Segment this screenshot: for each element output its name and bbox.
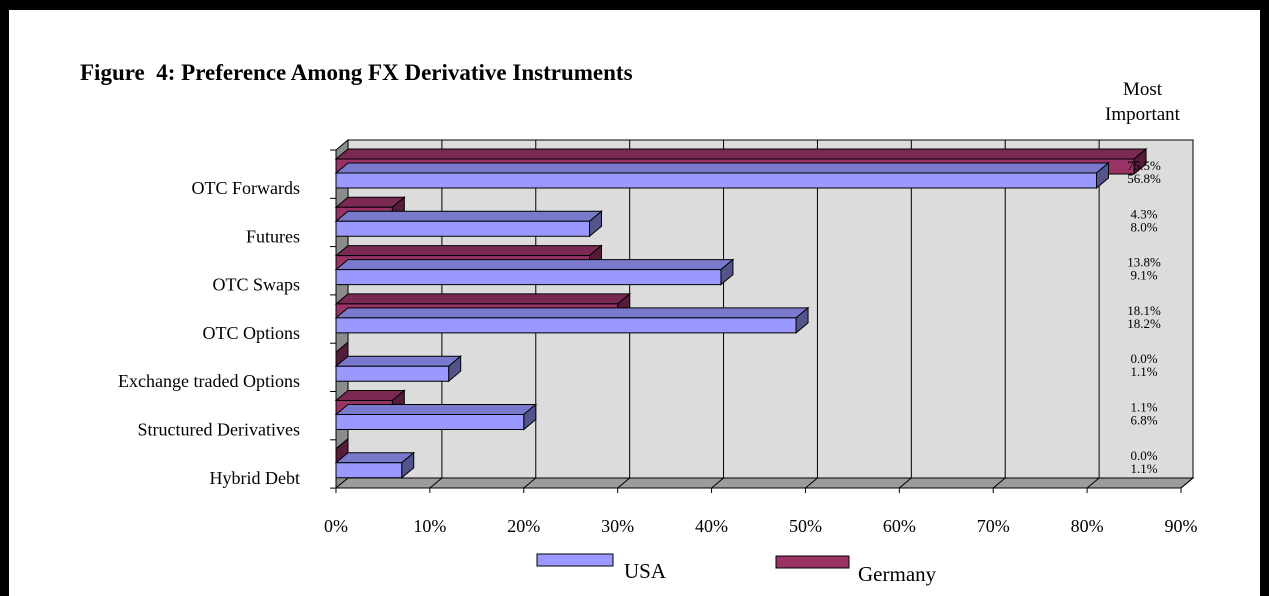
x-tick-label: 10% bbox=[413, 516, 446, 536]
most-important-line-1: Most bbox=[1122, 79, 1163, 100]
bar-usa-3-face bbox=[335, 317, 797, 334]
x-tick-label: 30% bbox=[601, 516, 634, 536]
x-gridline-floor bbox=[711, 477, 724, 489]
bar-usa-3 bbox=[334, 306, 810, 334]
bar-germany-3-face bbox=[334, 293, 632, 305]
x-tick-label: 40% bbox=[695, 516, 728, 536]
x-gridline-floor bbox=[992, 477, 1006, 489]
x-tick-label: 90% bbox=[1165, 516, 1198, 536]
bar-usa-2 bbox=[334, 258, 735, 286]
most-important-line-2: Important bbox=[1105, 104, 1180, 125]
bar-usa-5 bbox=[334, 403, 538, 431]
bar-usa-0-face bbox=[335, 172, 1097, 189]
bar-usa-5-face bbox=[334, 404, 538, 415]
most-important-usa-label: 1.1% bbox=[1130, 461, 1157, 476]
bar-usa-2-face bbox=[335, 269, 722, 286]
most-important-usa-label: 9.1% bbox=[1130, 268, 1157, 283]
bar-germany-0-face bbox=[334, 148, 1148, 160]
x-tick-label: 60% bbox=[883, 516, 916, 536]
bar-usa-0 bbox=[334, 161, 1110, 190]
legend-label-germany: Germany bbox=[858, 562, 937, 586]
x-gridline-floor bbox=[617, 477, 630, 489]
category-label: Structured Derivatives bbox=[138, 420, 300, 440]
bar-usa-4-face bbox=[335, 365, 450, 382]
legend-swatch-usa bbox=[536, 553, 614, 567]
plot-floor bbox=[334, 477, 1195, 489]
x-tick-label: 0% bbox=[324, 516, 348, 536]
category-label: OTC Swaps bbox=[212, 275, 300, 295]
category-label: Exchange traded Options bbox=[118, 371, 300, 391]
most-important-usa-label: 6.8% bbox=[1130, 413, 1157, 428]
bar-usa-1-face bbox=[335, 220, 590, 237]
category-label: OTC Options bbox=[202, 323, 300, 343]
bar-usa-6-face bbox=[335, 462, 403, 479]
bar-usa-0-face bbox=[334, 162, 1110, 174]
most-important-germany-label: 13.8% bbox=[1127, 255, 1161, 270]
bar-usa-6-face bbox=[334, 452, 416, 464]
x-gridline-floor bbox=[899, 477, 912, 489]
bar-usa-3-face bbox=[334, 307, 810, 319]
chart-title: Figure 4: Preference Among FX Derivative… bbox=[80, 60, 633, 85]
category-label: Hybrid Debt bbox=[210, 468, 300, 488]
legend-swatch-germany bbox=[775, 555, 850, 569]
most-important-usa-label: 18.2% bbox=[1127, 316, 1161, 331]
bar-usa-1-face bbox=[334, 210, 603, 222]
x-gridline-floor bbox=[1086, 477, 1100, 489]
most-important-usa-label: 56.8% bbox=[1127, 171, 1161, 186]
x-tick-label: 70% bbox=[977, 516, 1010, 536]
x-tick-label: 20% bbox=[507, 516, 540, 536]
x-tick-label: 50% bbox=[789, 516, 822, 536]
bar-usa-4 bbox=[334, 355, 463, 383]
most-important-usa-label: 1.1% bbox=[1130, 364, 1157, 379]
most-important-germany-label: 1.1% bbox=[1130, 400, 1157, 415]
category-label: OTC Forwards bbox=[192, 178, 301, 198]
most-important-germany-label: 0.0% bbox=[1130, 351, 1157, 366]
legend-label-usa: USA bbox=[624, 559, 667, 583]
most-important-header: Most Important bbox=[1095, 77, 1190, 127]
most-important-germany-label: 4.3% bbox=[1130, 206, 1157, 221]
category-label: Futures bbox=[246, 226, 300, 246]
bar-germany-2-face bbox=[334, 245, 603, 257]
x-gridline-floor bbox=[1180, 477, 1194, 489]
bar-usa-2-face bbox=[334, 259, 735, 271]
bar-usa-4-face bbox=[334, 355, 463, 367]
most-important-germany-label: 18.1% bbox=[1127, 303, 1161, 318]
most-important-germany-label: 0.0% bbox=[1130, 448, 1157, 463]
x-gridline-floor bbox=[429, 477, 443, 489]
x-gridline-floor bbox=[523, 477, 537, 489]
x-gridline-floor bbox=[805, 477, 818, 489]
most-important-usa-label: 8.0% bbox=[1130, 219, 1157, 234]
bar-usa-5-face bbox=[335, 414, 525, 430]
x-tick-label: 80% bbox=[1071, 516, 1104, 536]
bar-usa-6 bbox=[334, 451, 416, 479]
bar-usa-1 bbox=[334, 210, 603, 238]
most-important-germany-label: 75.5% bbox=[1127, 158, 1161, 173]
